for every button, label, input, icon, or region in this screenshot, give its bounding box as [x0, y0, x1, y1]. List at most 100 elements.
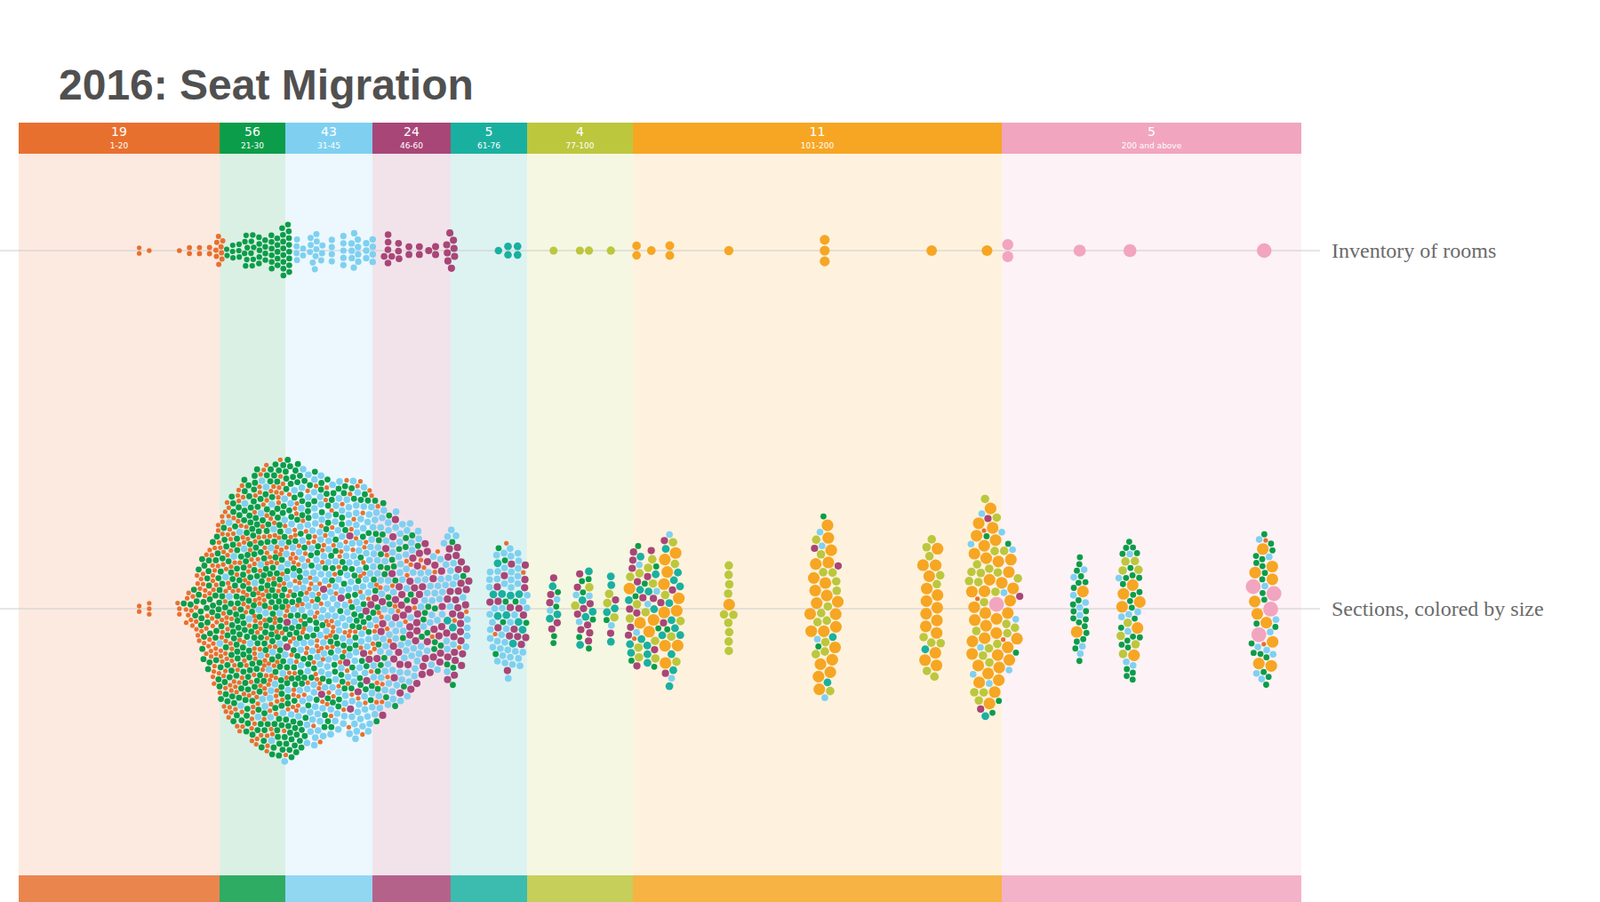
section-dot	[220, 531, 225, 536]
room-dot	[243, 232, 249, 239]
section-dot	[338, 615, 346, 623]
section-dot	[402, 647, 410, 655]
section-dot	[313, 483, 319, 488]
section-dot	[584, 637, 592, 645]
section-dot	[930, 659, 943, 672]
section-dot	[304, 471, 312, 479]
section-dot	[390, 583, 395, 588]
section-dot	[403, 527, 411, 535]
section-dot	[371, 516, 379, 524]
section-dot	[348, 685, 355, 692]
section-dot	[243, 633, 250, 640]
section-dot	[358, 589, 363, 594]
section-dot	[650, 646, 658, 654]
section-dot	[369, 609, 376, 616]
section-dot	[210, 578, 216, 584]
section-dot	[365, 511, 373, 519]
section-dot	[349, 604, 356, 611]
section-dot	[307, 655, 314, 662]
section-dot	[223, 644, 230, 651]
section-dot	[550, 574, 558, 582]
section-dot	[264, 528, 271, 535]
section-dot	[351, 611, 358, 618]
section-dot	[268, 737, 276, 745]
section-dot	[210, 563, 216, 568]
section-dot	[308, 562, 315, 569]
section-dot	[724, 647, 734, 656]
section-dot	[268, 516, 273, 521]
section-dot	[298, 744, 305, 752]
section-dot	[236, 498, 241, 504]
section-dot	[355, 483, 360, 488]
section-dot	[223, 543, 230, 550]
section-dot	[233, 672, 240, 680]
chart: 2016: Seat Migration191-205621-304331-45…	[0, 0, 1600, 902]
section-dot	[329, 525, 335, 530]
section-dot	[232, 706, 238, 712]
room-dot	[380, 253, 388, 261]
section-dot	[345, 585, 353, 593]
section-dot	[200, 656, 208, 663]
room-dot	[268, 252, 274, 258]
section-dot	[299, 497, 306, 504]
section-dot	[248, 547, 253, 552]
section-dot	[349, 664, 356, 672]
section-dot	[452, 552, 460, 560]
section-dot	[233, 712, 240, 719]
room-dot	[549, 247, 558, 256]
room-dot	[350, 264, 357, 271]
section-dot	[222, 573, 230, 581]
section-dot	[226, 609, 233, 616]
section-dot	[311, 723, 316, 728]
section-dot	[334, 601, 342, 609]
section-dot	[421, 565, 426, 570]
room-dot	[213, 254, 219, 260]
section-dot	[298, 555, 306, 563]
section-dot	[248, 680, 254, 685]
band-background	[372, 153, 451, 876]
section-dot	[347, 491, 352, 496]
section-dot	[344, 673, 352, 681]
section-dot	[392, 614, 400, 622]
section-dot	[367, 570, 375, 578]
section-dot	[323, 663, 331, 671]
room-dot	[494, 247, 503, 256]
section-dot	[252, 510, 257, 515]
section-dot	[504, 666, 512, 674]
section-dot	[523, 604, 531, 612]
band-background	[450, 153, 528, 876]
section-dot	[319, 704, 327, 712]
section-dot	[297, 491, 304, 498]
section-dot	[342, 630, 347, 635]
section-dot	[424, 603, 432, 610]
section-dot	[607, 638, 616, 647]
room-dot	[319, 250, 326, 257]
section-dot	[280, 503, 288, 510]
room-dot	[576, 246, 584, 255]
section-dot	[366, 615, 373, 622]
room-dot	[241, 239, 248, 245]
section-dot	[191, 586, 198, 593]
section-dot	[291, 494, 298, 501]
section-dot	[223, 651, 228, 656]
section-dot	[271, 484, 276, 489]
section-dot	[520, 570, 526, 576]
section-dot	[396, 669, 404, 677]
section-dot	[387, 639, 392, 644]
section-dot	[232, 523, 239, 530]
section-dot	[321, 712, 328, 719]
section-dot	[673, 568, 682, 577]
room-dot	[280, 239, 287, 246]
section-dot	[272, 669, 280, 676]
section-dot	[236, 588, 241, 593]
section-dot	[368, 504, 376, 512]
section-dot	[821, 638, 831, 648]
section-dot	[236, 488, 241, 493]
section-dot	[921, 645, 930, 654]
section-dot	[213, 651, 218, 656]
section-dot	[377, 662, 384, 669]
section-dot	[341, 601, 349, 609]
section-dot	[404, 559, 409, 564]
section-dot	[298, 606, 306, 614]
section-dot	[231, 700, 238, 707]
